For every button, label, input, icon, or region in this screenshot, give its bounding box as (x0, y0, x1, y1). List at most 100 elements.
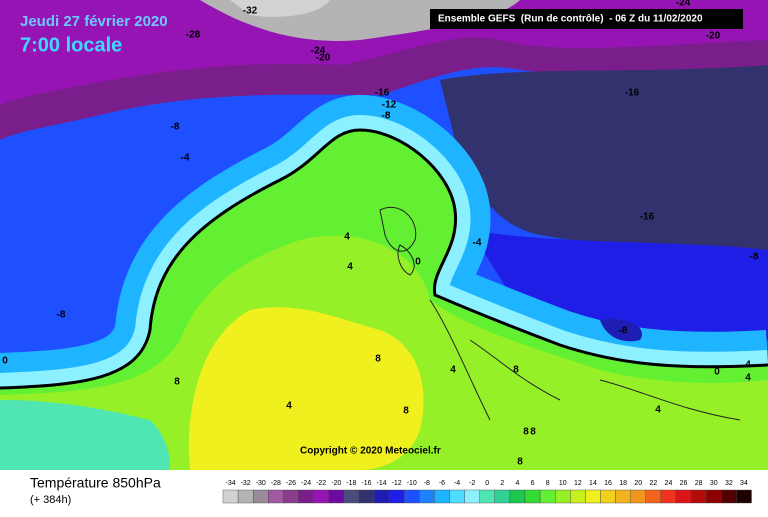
scale-label: -22 (316, 480, 326, 487)
model-box (430, 9, 743, 29)
scale-label: 10 (559, 480, 567, 487)
time-label: 7:00 locale (20, 34, 122, 56)
scale-swatch (570, 489, 586, 504)
contour-label: -8 (57, 310, 66, 321)
contour-label: 8 (403, 406, 409, 417)
scale-swatch (222, 489, 239, 504)
scale-swatch (555, 489, 571, 504)
scale-label: 0 (485, 480, 489, 487)
contour-label: 8 (174, 377, 180, 388)
contour-labels: -32-28-24-20-24-20-16-12-8-16-8-444 0-4-1… (2, 0, 759, 468)
scale-label: 2 (500, 480, 504, 487)
model-label: Ensemble GEFS (Run de contrôle) - 06 Z d… (438, 14, 703, 25)
scale-swatch (464, 489, 480, 504)
scale-swatch (630, 489, 647, 504)
scale-label: 6 (531, 480, 535, 487)
scale-label: 30 (710, 480, 718, 487)
scale-swatch (706, 489, 722, 504)
contour-label: -20 (706, 31, 721, 42)
contour-label: 0 (415, 257, 421, 268)
legend-lead: (+ 384h) (30, 494, 71, 506)
scale-label: -6 (439, 480, 445, 487)
contour-label: 8 (517, 457, 523, 468)
contour-label: -16 (375, 88, 390, 99)
contour-label: -8 (382, 111, 391, 122)
scale-swatch (660, 489, 677, 504)
scale-swatch (328, 489, 345, 504)
scale-swatch (419, 489, 435, 504)
scale-swatch (585, 489, 601, 504)
scale-swatch (388, 489, 405, 504)
scale-label: -24 (301, 480, 311, 487)
contour-label: 4 (286, 401, 292, 412)
contour-label: 8 (375, 354, 381, 365)
scale-swatch (404, 489, 420, 504)
scale-swatch (298, 489, 314, 504)
scale-swatch (539, 489, 556, 504)
scale-swatch (313, 489, 329, 504)
scale-swatch (343, 489, 360, 504)
scale-label: -34 (225, 480, 235, 487)
scale-label: 16 (604, 480, 612, 487)
contour-label: 4 (655, 405, 661, 416)
scale-swatch (373, 489, 390, 504)
scale-swatch (237, 489, 254, 504)
scale-label: 32 (725, 480, 733, 487)
legend-title: Température 850hPa (30, 475, 161, 491)
contour-label: 4 (745, 360, 751, 371)
contour-label: -12 (382, 100, 397, 111)
scale-swatch (721, 489, 737, 504)
contour-label: -8 (750, 252, 759, 263)
scale-label: -26 (286, 480, 296, 487)
scale-swatch (524, 489, 541, 504)
scale-label: -4 (454, 480, 460, 487)
contour-label: 8 (523, 427, 529, 438)
scale-swatch (494, 489, 511, 504)
date-label: Jeudi 27 février 2020 (20, 13, 168, 30)
contour-label: -4 (473, 238, 482, 249)
contour-label: 8 (530, 427, 536, 438)
scale-swatch (615, 489, 631, 504)
contour-label: -4 (181, 153, 190, 164)
contour-label: -24 (311, 46, 326, 57)
scale-swatch (509, 489, 526, 504)
contour-label: -28 (186, 30, 201, 41)
scale-swatch (600, 489, 616, 504)
map-field (0, 0, 768, 470)
scale-label: 28 (695, 480, 703, 487)
contour-label: -32 (243, 6, 258, 17)
scale-label: -8 (424, 480, 430, 487)
contour-label: 4 (347, 262, 353, 273)
contour-label: 8 (513, 365, 519, 376)
scale-swatch (358, 489, 375, 504)
contour-label: 4 (745, 373, 751, 384)
scale-label: -32 (241, 480, 251, 487)
copyright: Copyright © 2020 Meteociel.fr (300, 446, 441, 457)
scale-label: 22 (649, 480, 657, 487)
scale-label: -10 (407, 480, 417, 487)
contour-label: 4 (450, 365, 456, 376)
scale-label: -14 (376, 480, 386, 487)
contour-label: -8 (619, 326, 628, 337)
scale-label: 8 (546, 480, 550, 487)
scale-label: -30 (256, 480, 266, 487)
scale-label: 20 (634, 480, 642, 487)
scale-label: 12 (574, 480, 582, 487)
scale-label: -18 (346, 480, 356, 487)
scale-label: -28 (271, 480, 281, 487)
contour-label: 0 (2, 356, 8, 367)
color-scale: -34 -32 -30 -28 -26 -24 -22 -20 -18 -16 -14 -12 -10-… (222, 480, 752, 504)
scale-label: 18 (619, 480, 627, 487)
contour-label: 0 (714, 367, 720, 378)
scale-swatch (449, 489, 465, 504)
scale-label: -2 (469, 480, 475, 487)
contour-label: 4 (344, 232, 350, 243)
contour-label: -16 (640, 212, 655, 223)
scale-label: -20 (331, 480, 341, 487)
scale-label: 24 (665, 480, 673, 487)
scale-swatch (283, 489, 299, 504)
scale-swatch (675, 489, 692, 504)
scale-label: 4 (515, 480, 519, 487)
